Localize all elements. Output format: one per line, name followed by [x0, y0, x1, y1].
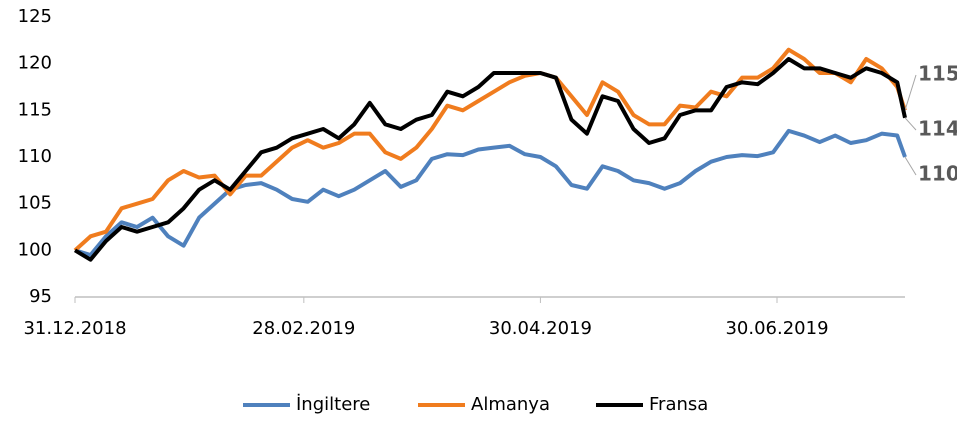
y-tick-label: 110 [18, 146, 52, 167]
series-line [74, 128, 907, 257]
series-line [73, 47, 907, 252]
series-line [73, 57, 907, 262]
end-label: 114 [918, 117, 957, 141]
legend-label: Fransa [649, 394, 708, 415]
x-tick-label: 31.12.2018 [23, 318, 126, 339]
y-tick-label: 125 [18, 6, 52, 27]
legend-label: İngiltere [296, 394, 370, 415]
x-tick-label: 30.04.2019 [489, 318, 592, 339]
legend-label: Almanya [471, 394, 550, 415]
leader-line [904, 156, 917, 176]
x-tick-label: 30.06.2019 [725, 318, 828, 339]
y-tick-label: 115 [18, 99, 52, 120]
end-label: 110 [918, 162, 957, 186]
y-tick-label: 120 [18, 53, 52, 74]
leader-line [904, 117, 917, 131]
y-tick-label: 105 [18, 193, 52, 214]
x-tick-label: 28.02.2019 [252, 318, 355, 339]
y-tick-label: 95 [29, 286, 52, 307]
end-label: 115 [918, 62, 957, 86]
leader-line [904, 74, 917, 111]
y-tick-label: 100 [18, 239, 52, 260]
